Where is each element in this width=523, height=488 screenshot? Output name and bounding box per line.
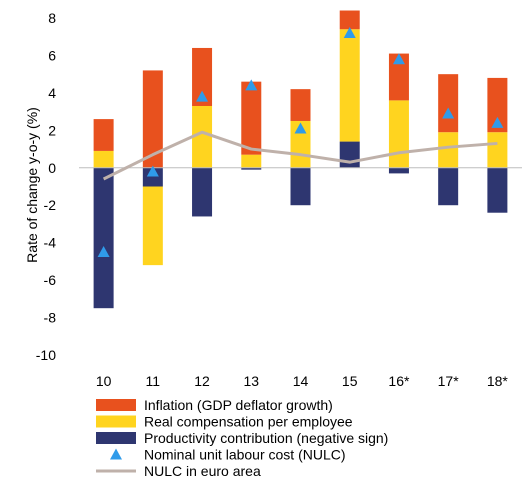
bar-segment <box>93 167 114 309</box>
legend-label: Inflation (GDP deflator growth) <box>144 397 333 413</box>
legend-swatch <box>96 399 136 411</box>
euro-area-line <box>102 130 498 181</box>
x-axis-ticks: 10 11 12 13 14 15 16* 17* 18* <box>96 373 509 389</box>
bar-segment <box>241 154 262 168</box>
bar-segment <box>290 167 311 206</box>
legend-label: Nominal unit labour cost (NULC) <box>144 447 346 463</box>
bar-segment <box>487 132 508 168</box>
x-tick-label: 14 <box>293 373 309 389</box>
bar-segment <box>93 150 114 168</box>
bar-segment <box>93 119 114 151</box>
bar-segment <box>241 167 262 170</box>
bar-segment <box>438 167 459 206</box>
nulc-marker <box>442 107 455 119</box>
bar-segment <box>388 100 409 168</box>
y-axis-ticks: -10 -8 -6 -4 -2 0 2 4 6 8 <box>36 10 56 363</box>
nulc-marker <box>392 53 405 65</box>
bar-segment <box>192 167 213 217</box>
legend-label: Productivity contribution (negative sign… <box>144 430 388 446</box>
legend: Inflation (GDP deflator growth)Real comp… <box>96 397 388 479</box>
nulc-markers-group <box>97 26 504 258</box>
x-tick-label: 15 <box>342 373 358 389</box>
y-axis-title: Rate of change y-o-y (%) <box>24 107 40 263</box>
nulc-marker <box>343 26 356 38</box>
nulc-marker <box>245 79 258 91</box>
bars-group <box>93 10 508 309</box>
x-tick-label: 11 <box>146 373 161 389</box>
y-tick-label: 4 <box>48 85 56 101</box>
x-tick-label: 13 <box>243 373 259 389</box>
y-tick-label: 0 <box>48 160 56 176</box>
bar-segment <box>388 53 409 101</box>
bar-segment <box>142 167 163 187</box>
y-tick-label: -8 <box>44 310 57 326</box>
legend-swatch <box>96 415 136 428</box>
bar-segment <box>487 77 508 133</box>
bar-segment <box>142 70 163 168</box>
bar-segment <box>438 132 459 168</box>
bar-segment <box>142 186 163 266</box>
x-tick-label: 16* <box>388 373 410 389</box>
y-tick-label: -4 <box>44 235 57 251</box>
bar-segment <box>388 167 409 174</box>
legend-marker <box>110 448 122 460</box>
bar-segment <box>438 74 459 133</box>
y-tick-label: 2 <box>48 122 56 138</box>
y-tick-label: 6 <box>48 47 56 63</box>
nulc-marker <box>196 90 209 102</box>
x-tick-label: 12 <box>194 373 210 389</box>
x-tick-label: 17* <box>438 373 460 389</box>
bar-segment <box>339 29 360 142</box>
bar-segment <box>339 141 360 168</box>
legend-swatch <box>96 432 136 444</box>
x-tick-label: 10 <box>96 373 112 389</box>
bar-segment <box>192 47 213 106</box>
nulc-marker <box>97 246 110 258</box>
bar-segment <box>487 167 508 213</box>
nulc-marker <box>146 165 159 177</box>
nulc-marker <box>294 122 307 134</box>
y-tick-label: -6 <box>44 272 57 288</box>
euro-area-line-group <box>102 130 498 181</box>
y-tick-label: -2 <box>44 197 57 213</box>
bar-segment <box>290 89 311 121</box>
y-tick-label: 8 <box>48 10 56 26</box>
x-tick-label: 18* <box>487 373 509 389</box>
legend-label: NULC in euro area <box>144 463 261 479</box>
y-tick-label: -10 <box>36 347 56 363</box>
legend-label: Real compensation per employee <box>144 414 353 430</box>
bar-segment <box>192 105 213 168</box>
bar-segment <box>339 10 360 30</box>
bar-segment <box>241 81 262 155</box>
nulc-marker <box>491 116 504 128</box>
